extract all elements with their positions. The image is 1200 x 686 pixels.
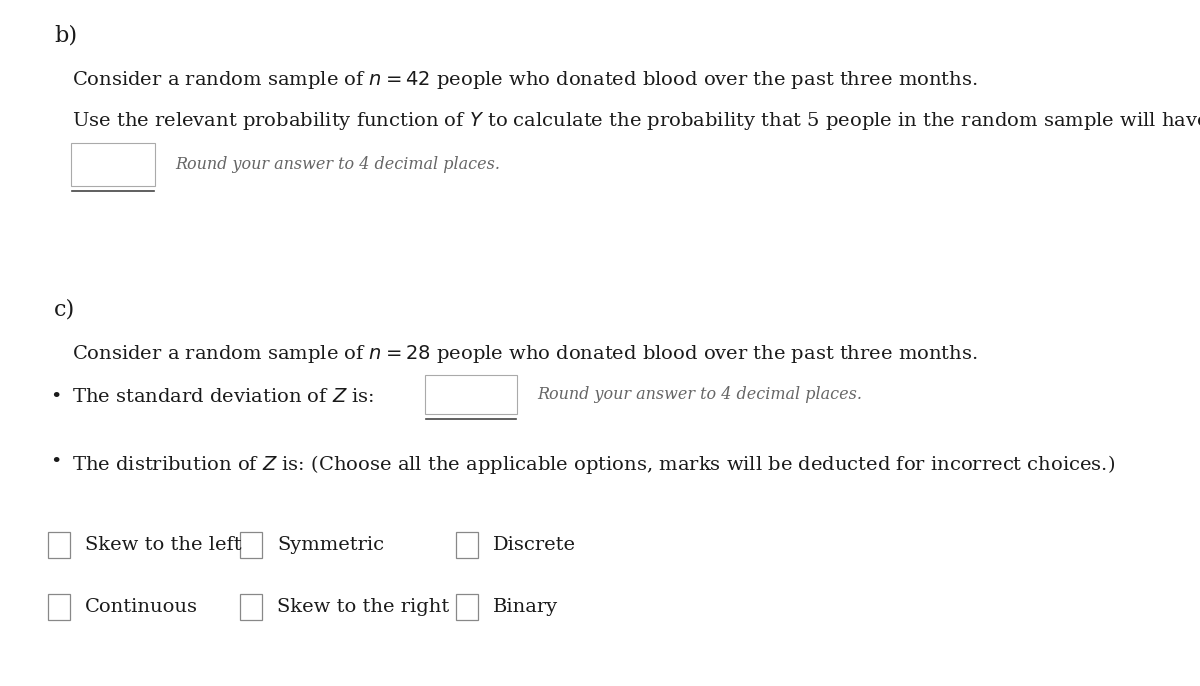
Text: •: •: [50, 388, 61, 405]
Text: Binary: Binary: [493, 598, 558, 616]
Text: c): c): [54, 298, 76, 320]
FancyBboxPatch shape: [240, 532, 262, 558]
Text: Symmetric: Symmetric: [277, 536, 384, 554]
FancyBboxPatch shape: [48, 594, 70, 620]
Text: Round your answer to 4 decimal places.: Round your answer to 4 decimal places.: [538, 386, 863, 403]
Text: Skew to the left: Skew to the left: [85, 536, 242, 554]
FancyBboxPatch shape: [456, 532, 478, 558]
Text: Discrete: Discrete: [493, 536, 576, 554]
FancyBboxPatch shape: [48, 532, 70, 558]
Text: Round your answer to 4 decimal places.: Round your answer to 4 decimal places.: [175, 156, 500, 173]
Text: The standard deviation of $Z$ is:: The standard deviation of $Z$ is:: [72, 388, 374, 405]
FancyBboxPatch shape: [71, 143, 155, 186]
FancyBboxPatch shape: [425, 375, 517, 414]
Text: Use the relevant probability function of $Y$ to calculate the probability that 5: Use the relevant probability function of…: [72, 110, 1200, 132]
Text: b): b): [54, 24, 77, 46]
Text: Consider a random sample of $n = 28$ people who donated blood over the past thre: Consider a random sample of $n = 28$ peo…: [72, 343, 978, 365]
Text: •: •: [50, 453, 61, 471]
Text: Consider a random sample of $n = 42$ people who donated blood over the past thre: Consider a random sample of $n = 42$ peo…: [72, 69, 978, 91]
Text: Skew to the right: Skew to the right: [277, 598, 450, 616]
Text: The distribution of $Z$ is: (Choose all the applicable options, marks will be de: The distribution of $Z$ is: (Choose all …: [72, 453, 1115, 476]
FancyBboxPatch shape: [240, 594, 262, 620]
FancyBboxPatch shape: [456, 594, 478, 620]
Text: Continuous: Continuous: [85, 598, 198, 616]
